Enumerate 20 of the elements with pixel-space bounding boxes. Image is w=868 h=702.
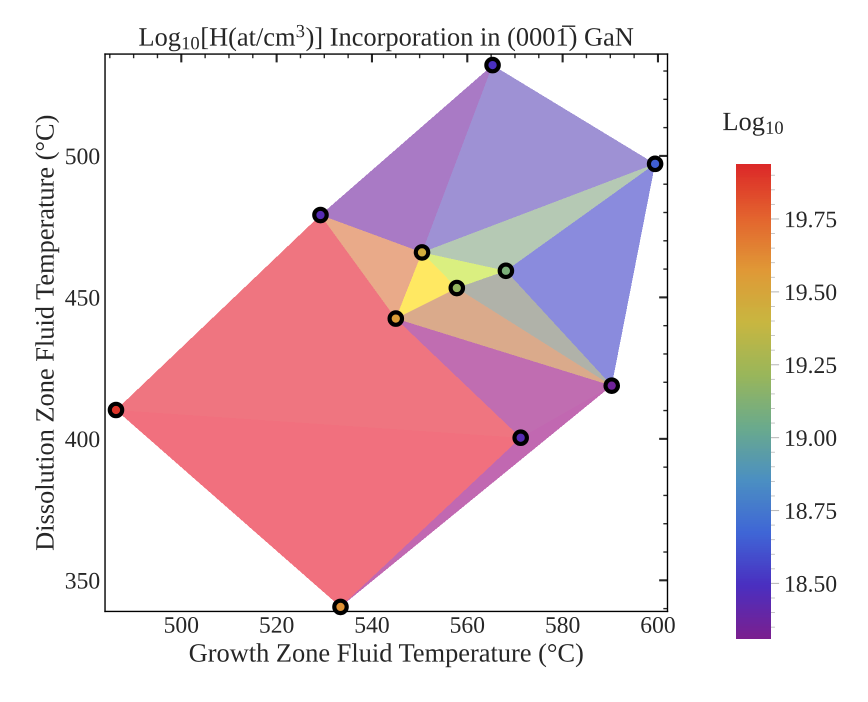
color-bar-label: 19.75 xyxy=(786,212,836,228)
color-bar-label: 19.25 xyxy=(786,357,836,374)
y-axis-title: Dissolution Zone Fluid Temperature (°C) xyxy=(35,116,60,550)
x-tick-label: 560 xyxy=(450,616,484,633)
x-tick-label: 540 xyxy=(356,616,389,633)
x-tick-label: 580 xyxy=(546,616,580,633)
color-bar-label: 18.75 xyxy=(786,503,836,520)
chart-title: Log$_{10}$[H(at/cm$^{3}$)] Incorporation in (0001̅) GaN xyxy=(139,24,634,52)
y-tick-label: 450 xyxy=(65,290,100,306)
y-tick-label: 500 xyxy=(66,148,100,164)
x-tick-label: 500 xyxy=(164,616,198,633)
color-bar-label: 19.00 xyxy=(786,430,836,446)
color-bar-label: 19.50 xyxy=(786,284,836,300)
color-bar-title: Log$_{10}$ xyxy=(723,112,783,136)
y-tick-label: 400 xyxy=(65,431,100,448)
x-tick-label: 600 xyxy=(641,616,675,633)
color-bar-label: 18.50 xyxy=(786,576,836,592)
x-tick-label: 520 xyxy=(260,616,294,633)
x-axis-title: Growth Zone Fluid Temperature (°C) xyxy=(190,643,583,668)
y-tick-label: 350 xyxy=(66,572,100,589)
